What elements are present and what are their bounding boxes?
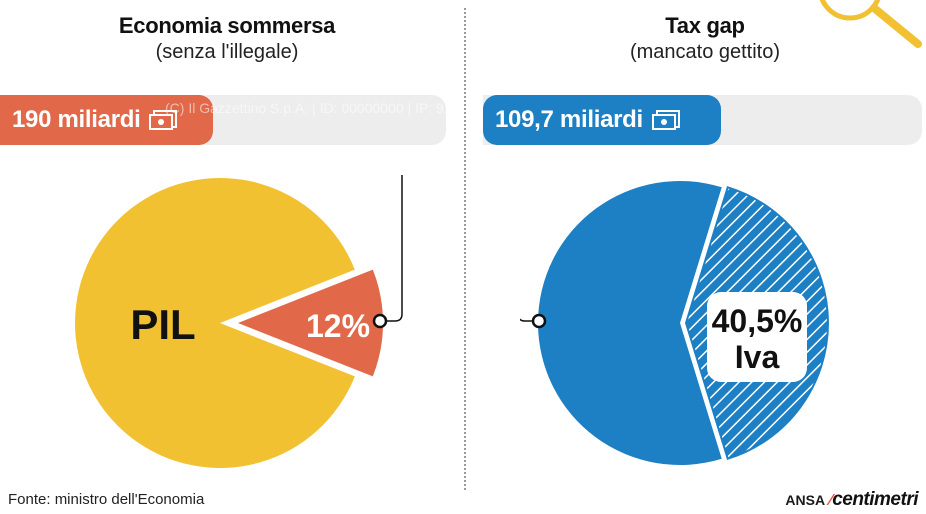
right-bar-label: 109,7 miliardi [495, 106, 643, 133]
magnifier-icon [819, 0, 922, 48]
left-leader-line [381, 175, 403, 322]
iva-label-box [707, 292, 807, 382]
left-bar-fill: 190 miliardi [0, 95, 213, 145]
pie-slice-main [537, 180, 722, 465]
right-bar-fill: 109,7 miliardi [483, 95, 721, 145]
watermark: (C) Il Gazzettino S.p.A. | ID: 00000000 … [165, 100, 526, 116]
left-chart-subtitle: (senza l'illegale) [155, 41, 299, 63]
left-bar-track: 190 miliardi [0, 95, 446, 145]
source-note: Fonte: ministro dell'Economia [8, 491, 205, 508]
money-icon [149, 110, 178, 130]
pie-label-12: 12% [306, 308, 370, 344]
pie-slice-12 [238, 269, 384, 377]
right-chart-title: Tax gap [665, 13, 745, 38]
right-bar-track: 109,7 miliardi [483, 95, 922, 145]
right-chart-subtitle: (mancato gettito) [629, 41, 781, 63]
ansa-centimetri-logo: ANSA ⁄centimetri [785, 489, 918, 510]
pie-label-iva-percent: 40,5% [712, 303, 803, 339]
pie-label-iva-name: Iva [735, 339, 780, 375]
right-pie-chart: 40,5% Iva [520, 180, 829, 465]
money-icon [651, 110, 680, 130]
pie-label-pil: PIL [130, 301, 195, 348]
left-bar-label: 190 miliardi [12, 106, 141, 133]
left-leader-dot [372, 313, 388, 329]
right-leader-line [520, 318, 533, 322]
left-chart-title: Economia sommersa [118, 13, 336, 38]
pie-slice-pil [75, 178, 355, 469]
panel-divider [464, 8, 466, 490]
right-leader-dot [531, 313, 547, 329]
left-pie-chart: PIL 12% [75, 175, 403, 469]
